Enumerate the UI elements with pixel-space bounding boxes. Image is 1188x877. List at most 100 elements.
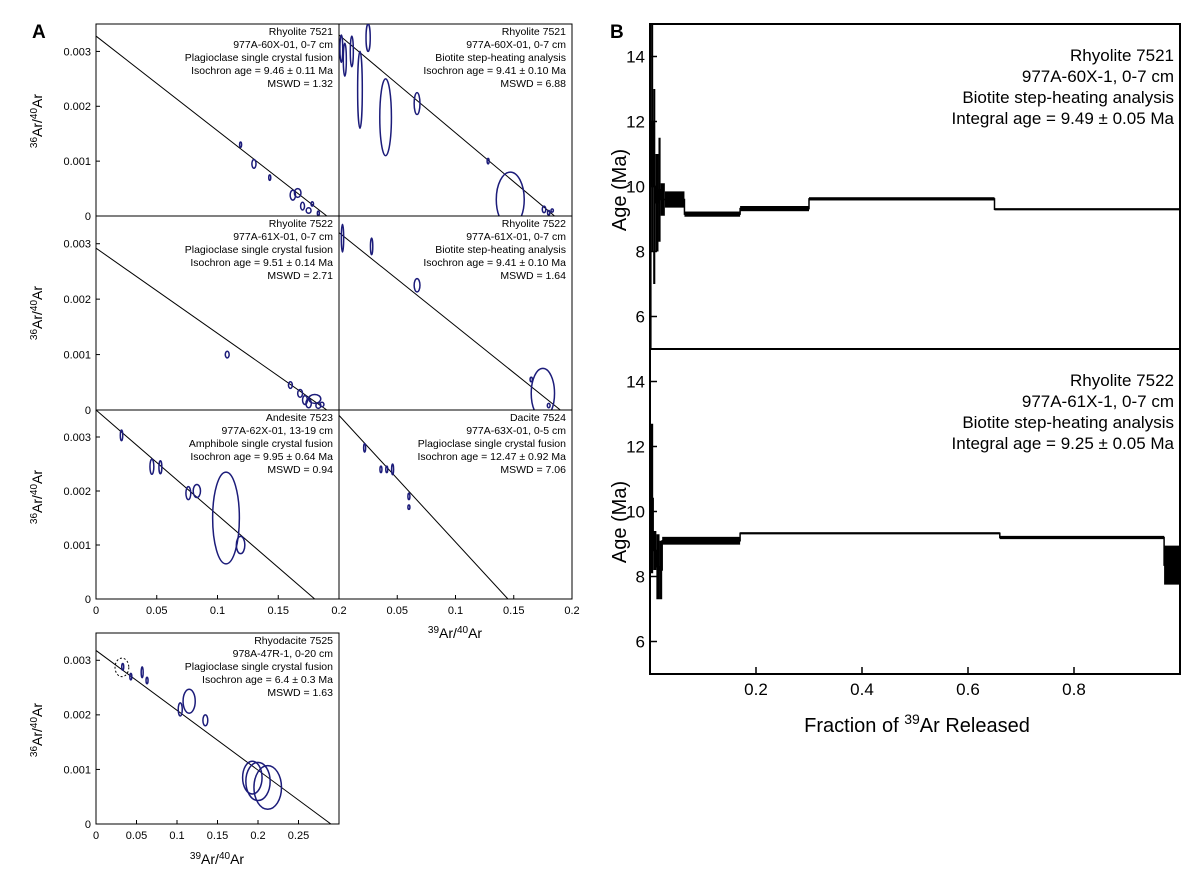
spec-xlabel-post: Ar Released [920,715,1030,737]
data-marks [339,24,555,216]
iso-ylabel-rest: Ar/ [29,495,45,513]
isochron-plot-dacite-7524: 0.2 0.05 0.1 0.15 0.2 Dacite 7524977A-63X-01,… [331,409,580,617]
x-tick-label: 0.6 [956,680,980,699]
x-tick-label: 0.05 [146,605,167,617]
x-tick-label: 0.1 [169,830,184,842]
plot-annotation: MSWD = 6.88 [500,78,566,90]
plot-annotation: Integral age = 9.49 ± 0.05 Ma [952,109,1175,128]
error-ellipse [530,367,556,410]
x-tick-label: 0.15 [268,605,289,617]
iso-ylabel-mass2: 40 [29,716,40,728]
iso-ylabel-rest: Ar/ [29,119,45,137]
iso-ylabel-row3: 36Ar/40Ar [29,470,45,524]
plot-annotation: 977A-61X-01, 0-7 cm [233,231,333,243]
iso-ylabel-row4: 36Ar/40Ar [29,703,45,757]
iso-ylabel-end: Ar [29,470,45,484]
plot-annotation: Rhyolite 7522 [502,218,566,230]
x-tick-label: 0.1 [448,605,463,617]
isochron-line [96,650,332,824]
isochron-plot-rhyolite-7522-plagioclase: 0 0.001 0.002 0.003 Rhyolite 7522977A-61X-01… [63,215,340,417]
spec-xlabel-pre: Fraction of [804,715,904,737]
plot-annotation: Plagioclase single crystal fusion [185,244,333,256]
error-ellipse [495,171,525,216]
x-tick-label: 0.05 [387,605,408,617]
error-ellipse [340,223,345,253]
x-tick-label: 0 [93,605,99,617]
y-tick-label: 0 [85,594,91,606]
y-tick-label: 0.002 [63,294,91,306]
y-tick-label: 10 [626,502,645,521]
isochron-plot-rhyodacite-7525: 0 0.001 0.002 0.003 0 0.05 0.1 0.15 0.2 0.25 Rhyod… [63,632,340,842]
error-ellipse [293,187,302,199]
error-ellipse [342,42,348,77]
x-tick-label: 0.2 [744,680,768,699]
error-ellipse [369,237,374,256]
iso-ylabel-mass: 36 [29,329,40,341]
error-ellipse [550,208,555,213]
y-tick-label: 0.001 [63,349,91,361]
excluded-point-ellipse [114,657,130,678]
plot-annotation: 977A-61X-1, 0-7 cm [1022,392,1174,411]
iso-xlabel-mass: 39 [190,851,202,862]
error-ellipse [379,78,393,157]
error-ellipse [287,380,294,390]
error-ellipse [486,157,490,165]
error-ellipse [211,471,241,565]
plot-annotation: MSWD = 1.32 [267,78,333,90]
plot-annotation: Biotite step-heating analysis [435,244,566,256]
error-ellipse [365,24,371,53]
plot-annotation: Plagioclase single crystal fusion [185,52,333,64]
y-tick-label: 0.003 [63,655,91,667]
plot-annotation: 978A-47R-1, 0-20 cm [233,648,334,660]
isochron-line [96,35,328,216]
error-ellipse [390,463,395,476]
age-spectrum-rhyolite-7521: 6 8 10 12 14 Rhyolite 7521 977A-60X-1, 0-7 cm B… [626,23,1181,350]
error-ellipse [145,676,149,685]
data-marks [650,423,1180,600]
plot-annotation: Isochron age = 6.4 ± 0.3 Ma [202,674,333,686]
error-ellipse [241,760,263,795]
x-tick-label: 0.05 [126,830,147,842]
iso-xlabel-row4: 39Ar/40Ar [190,851,244,867]
iso-ylabel-mass2: 40 [29,107,40,119]
isochron-line [339,232,561,410]
y-tick-label: 0.002 [63,486,91,498]
isochron-plot-andesite-7523: 0 0.001 0.002 0.003 0 0.05 0.1 0.15 Andesite 752… [63,409,340,617]
error-ellipse [185,485,192,501]
error-ellipse [202,714,209,727]
error-ellipse [316,210,321,216]
plot-annotation: Isochron age = 9.51 ± 0.14 Ma [190,257,333,269]
plot-annotation: Isochron age = 9.41 ± 0.10 Ma [423,257,566,269]
error-ellipse [339,34,344,64]
data-marks [96,247,328,410]
error-ellipse [296,388,304,399]
x-tick-label: 0.2 [564,605,579,617]
plot-annotation: Isochron age = 9.95 ± 0.64 Ma [190,451,333,463]
x-tick-label: 0 [93,830,99,842]
plot-annotation: 977A-62X-01, 13-19 cm [222,425,334,437]
x-tick-label: 0.25 [288,830,309,842]
isochron-plot-rhyolite-7521-plagioclase: 0 0.001 0.002 0.003 Rhyolite 7521977A-60X-01… [63,23,340,223]
error-ellipse [307,393,322,405]
y-tick-label: 0.003 [63,239,91,251]
spec-ylabel-bottom: Age (Ma) [609,481,631,563]
iso-xlabel-mass2: 40 [457,625,469,636]
plot-annotation: Isochron age = 12.47 ± 0.92 Ma [418,451,567,463]
data-marks [96,35,328,216]
x-tick-label: 0.2 [331,605,346,617]
error-ellipse [310,200,315,207]
data-marks [650,24,1180,349]
iso-ylabel-mass2: 40 [29,483,40,495]
iso-xlabel-end: Ar [468,625,482,641]
plot-annotation: Rhyolite 7521 [1070,46,1174,65]
plot-annotation: Biotite step-heating analysis [962,88,1174,107]
data-marks [96,650,332,824]
iso-ylabel-row2: 36Ar/40Ar [29,286,45,340]
x-tick-label: 0.1 [210,605,225,617]
panel-label-a: A [32,22,46,43]
x-tick-label: 0.2 [250,830,265,842]
plot-annotation: Integral age = 9.25 ± 0.05 Ma [952,434,1175,453]
plot-annotation: Amphibole single crystal fusion [189,438,333,450]
error-ellipse [319,401,325,408]
